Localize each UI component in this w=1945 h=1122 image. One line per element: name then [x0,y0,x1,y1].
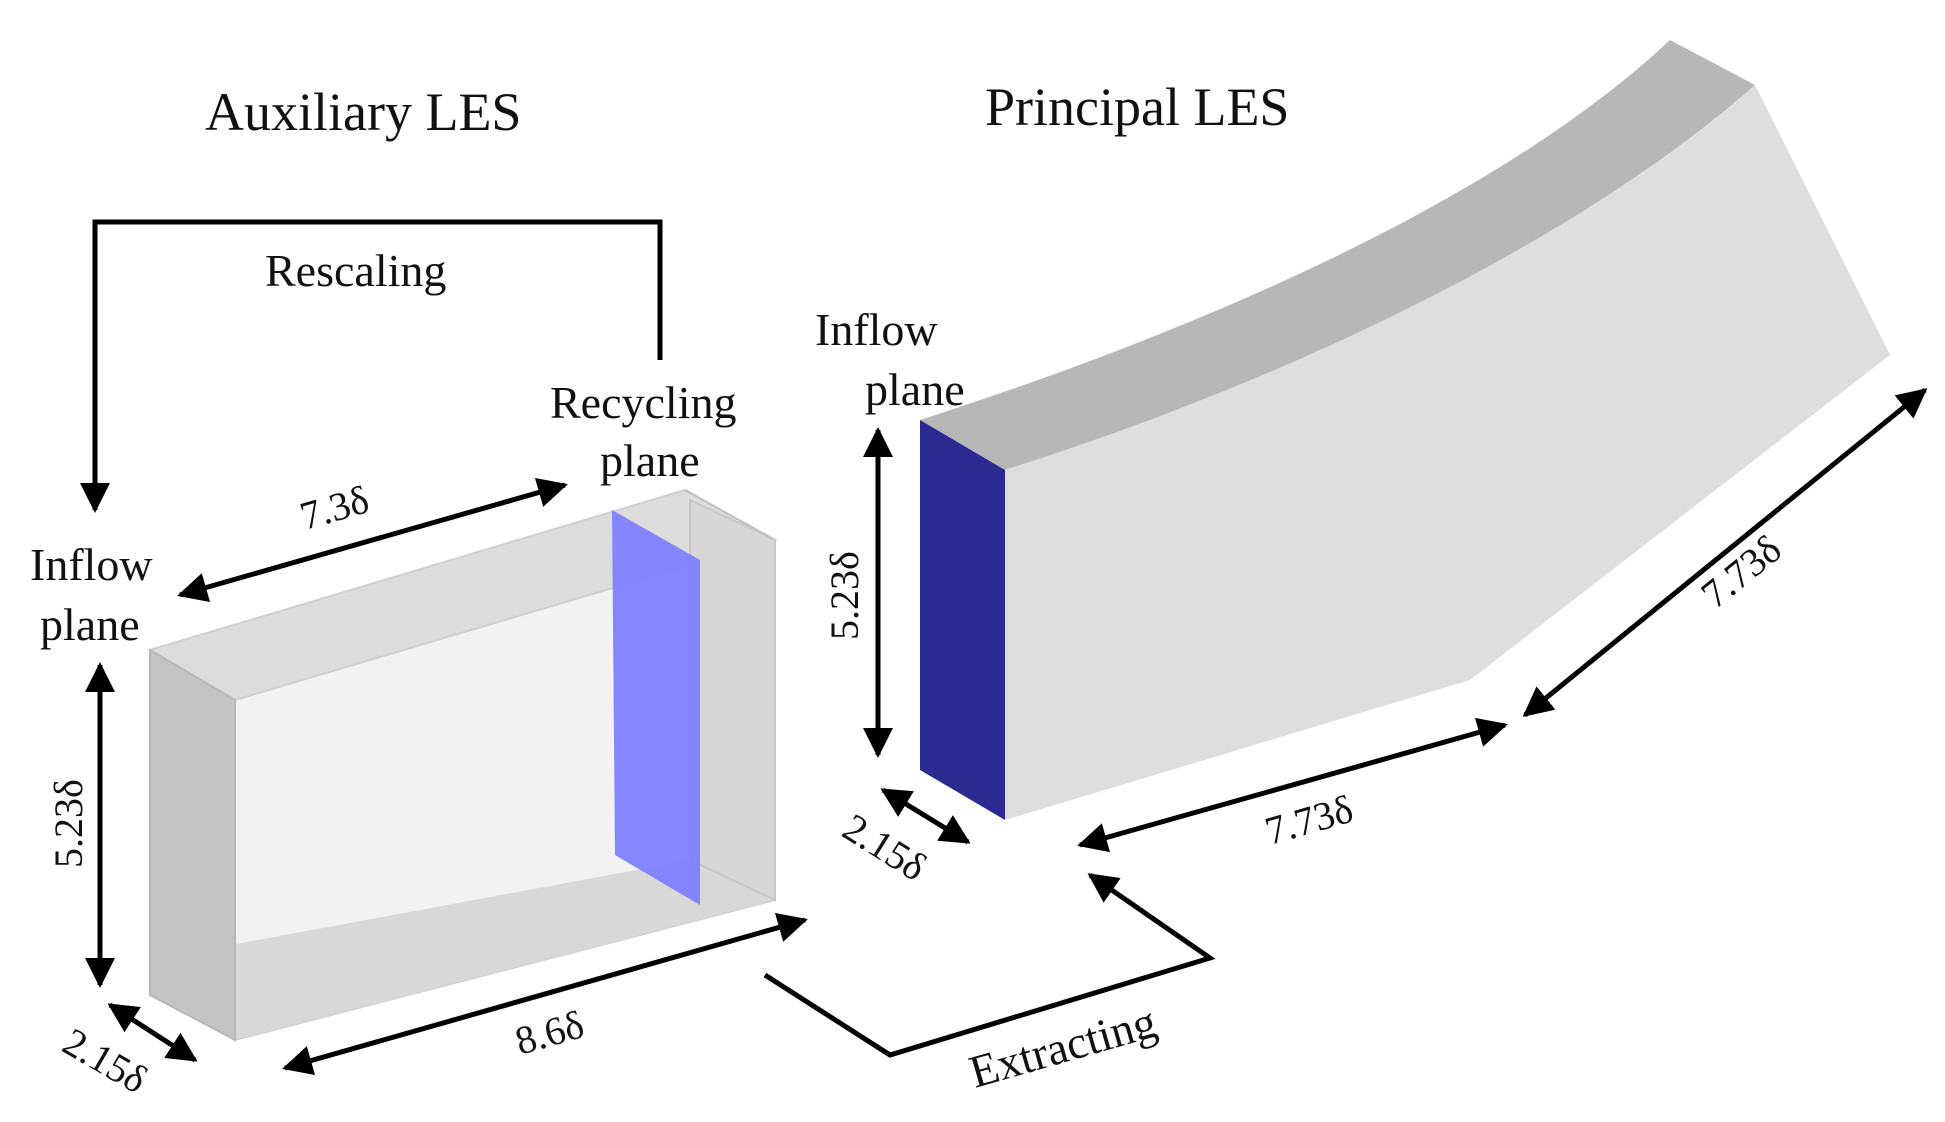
principal-height-label: 5.23δ [822,551,867,640]
principal-length-second-arrow [1522,388,1928,717]
recycling-label-line2: plane [600,435,700,486]
aux-height-label: 5.23δ [46,779,91,868]
aux-length-top-arrow [177,477,568,603]
principal-length-first-arrow [1077,717,1508,853]
aux-length-top-label: 7.3δ [295,476,374,538]
aux-width-label: 2.15δ [56,1019,155,1102]
auxiliary-title: Auxiliary LES [205,82,521,142]
principal-inflow-label-line2: plane [865,364,965,415]
principal-inflow-plane [920,420,1005,820]
aux-length-bottom-label: 8.6δ [510,1001,589,1063]
aux-width-arrow [107,1002,198,1063]
extracting-arrow [763,872,1216,1058]
principal-title: Principal LES [985,77,1289,137]
principal-width-label: 2.15δ [835,804,934,889]
principal-width-arrow [880,787,971,845]
principal-length-first-label: 7.73δ [1260,786,1358,854]
recycling-plane [612,510,700,905]
rescaling-label: Rescaling [265,245,446,296]
aux-inflow-label-line2: plane [40,599,140,650]
recycling-label-line1: Recycling [550,377,737,428]
principal-inflow-label-line1: Inflow [815,304,938,355]
aux-inflow-label-line1: Inflow [30,539,153,590]
extracting-label: Extracting [964,996,1162,1098]
rescaling-arrow [80,219,663,513]
principal-box [920,40,1890,820]
aux-length-bottom-arrow [282,912,808,1076]
